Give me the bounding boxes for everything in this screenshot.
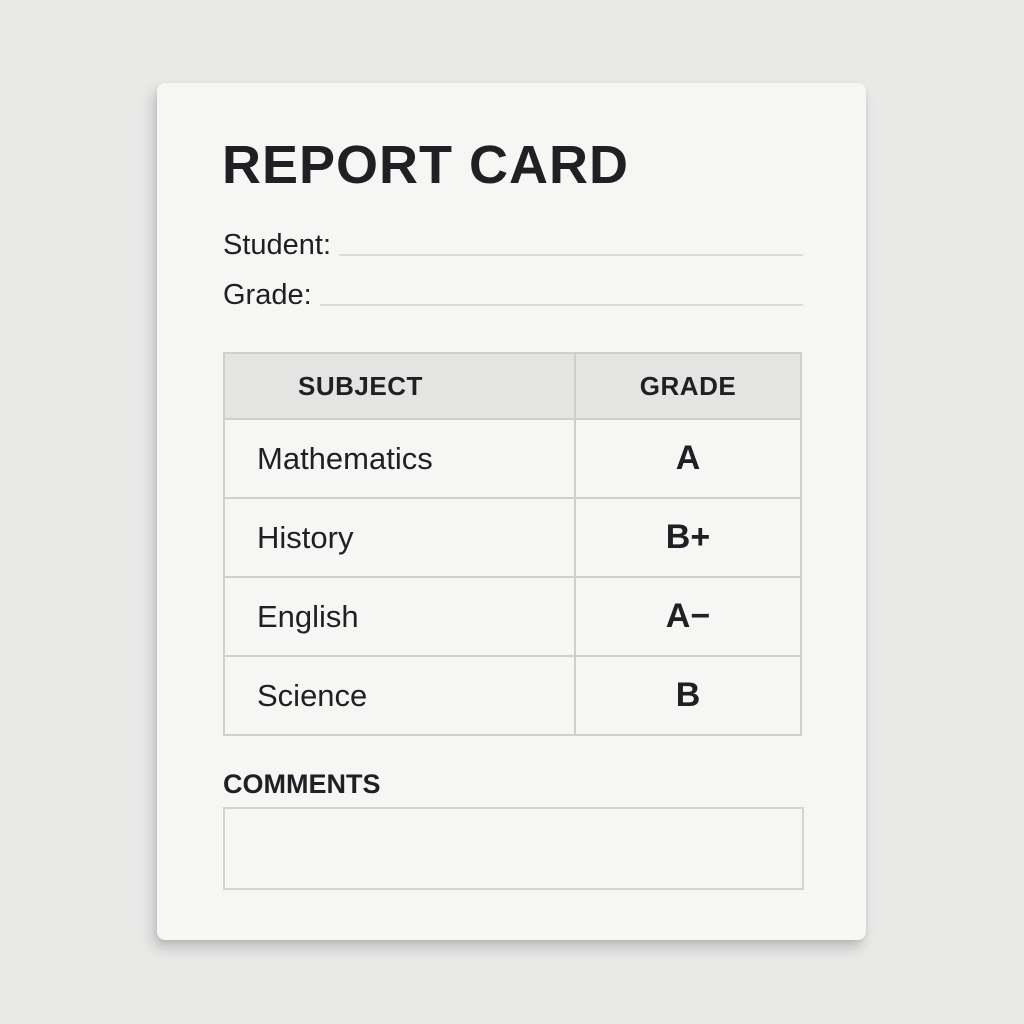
- subject-cell: Science: [223, 655, 576, 736]
- student-input-line[interactable]: [339, 254, 803, 256]
- comments-label: COMMENTS: [223, 769, 381, 799]
- grade-field: Grade:: [223, 279, 803, 312]
- student-field: Student:: [223, 229, 803, 262]
- page-title: REPORT CARD: [222, 135, 630, 195]
- table-header: SUBJECT GRADE: [223, 352, 802, 420]
- grades-table: SUBJECT GRADE Mathematics A History B+ Eng…: [223, 352, 802, 736]
- subject-cell: History: [223, 497, 576, 578]
- grade-cell: B+: [574, 497, 802, 578]
- report-card: REPORT CARD Student: Grade: SUBJECT GRAD…: [157, 83, 866, 940]
- table-row: Science B: [223, 655, 802, 736]
- grade-cell: B: [574, 655, 802, 736]
- comments-box[interactable]: [223, 807, 804, 890]
- grade-input-line[interactable]: [319, 304, 803, 306]
- grade-cell: A−: [574, 576, 802, 657]
- table-row: Mathematics A: [223, 418, 802, 499]
- subject-cell: English: [223, 576, 576, 657]
- subject-header: SUBJECT: [223, 352, 576, 420]
- table-row: English A−: [223, 576, 802, 657]
- grade-cell: A: [574, 418, 802, 499]
- student-label: Student:: [223, 229, 332, 261]
- grade-header: GRADE: [574, 352, 802, 420]
- subject-cell: Mathematics: [223, 418, 576, 499]
- grade-label: Grade:: [223, 279, 312, 311]
- table-row: History B+: [223, 497, 802, 578]
